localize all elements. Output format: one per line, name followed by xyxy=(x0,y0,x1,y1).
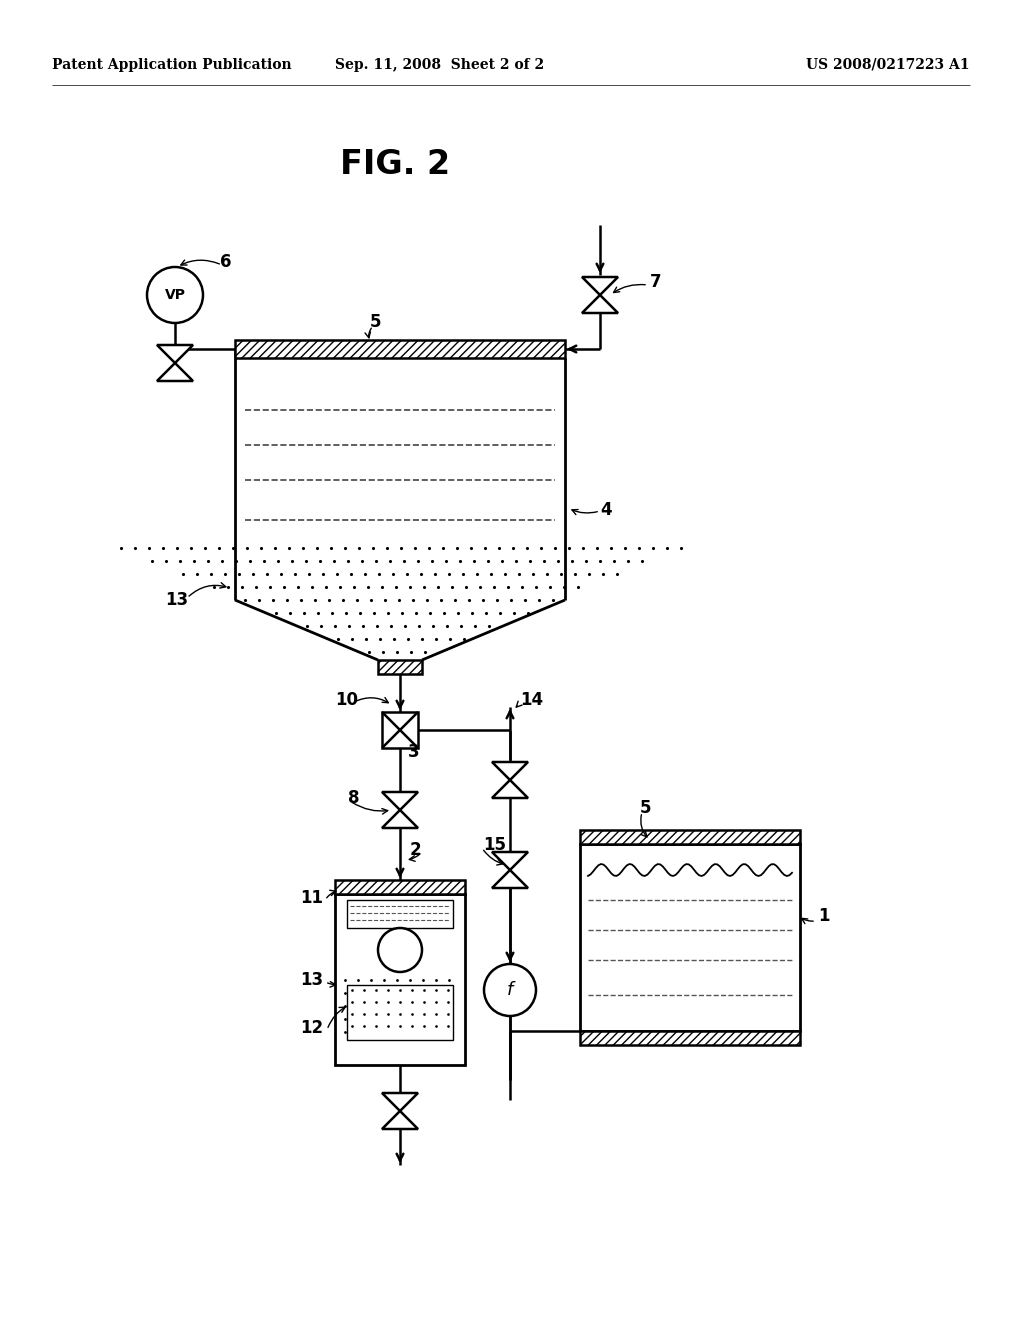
Polygon shape xyxy=(492,762,528,780)
Polygon shape xyxy=(157,345,193,363)
Text: 11: 11 xyxy=(300,888,323,907)
Bar xyxy=(234,341,565,358)
Bar xyxy=(580,830,800,843)
Polygon shape xyxy=(382,792,418,810)
Text: f: f xyxy=(507,981,513,999)
Text: US 2008/0217223 A1: US 2008/0217223 A1 xyxy=(807,58,970,73)
Text: Sep. 11, 2008  Sheet 2 of 2: Sep. 11, 2008 Sheet 2 of 2 xyxy=(336,58,545,73)
Bar xyxy=(580,843,800,1031)
Text: 5: 5 xyxy=(370,313,382,331)
Text: 2: 2 xyxy=(410,841,422,859)
Polygon shape xyxy=(582,294,618,313)
Circle shape xyxy=(378,928,422,972)
Text: 13: 13 xyxy=(165,591,188,609)
Bar xyxy=(335,880,465,894)
Bar xyxy=(347,985,453,1040)
Bar xyxy=(347,900,453,928)
Text: 4: 4 xyxy=(600,502,611,519)
Text: FIG. 2: FIG. 2 xyxy=(340,149,451,181)
Text: 3: 3 xyxy=(408,743,420,762)
Circle shape xyxy=(484,964,536,1016)
Circle shape xyxy=(147,267,203,323)
Bar xyxy=(382,711,418,748)
Text: 15: 15 xyxy=(483,836,506,854)
Polygon shape xyxy=(582,277,618,294)
Text: 5: 5 xyxy=(640,799,651,817)
Text: 7: 7 xyxy=(650,273,662,290)
Bar xyxy=(580,1031,800,1045)
Bar xyxy=(378,660,422,675)
Text: 14: 14 xyxy=(520,690,543,709)
Text: Patent Application Publication: Patent Application Publication xyxy=(52,58,292,73)
Polygon shape xyxy=(492,780,528,799)
Polygon shape xyxy=(382,810,418,828)
Polygon shape xyxy=(157,363,193,381)
Polygon shape xyxy=(492,870,528,888)
Text: 1: 1 xyxy=(818,907,829,925)
Text: 8: 8 xyxy=(348,789,359,807)
Polygon shape xyxy=(382,1093,418,1111)
Polygon shape xyxy=(382,1111,418,1129)
Bar xyxy=(335,894,465,1065)
Text: 13: 13 xyxy=(300,972,323,989)
Text: VP: VP xyxy=(165,288,185,302)
Text: 10: 10 xyxy=(335,690,358,709)
Text: 12: 12 xyxy=(300,1019,323,1038)
Polygon shape xyxy=(492,851,528,870)
Text: 6: 6 xyxy=(220,253,231,271)
